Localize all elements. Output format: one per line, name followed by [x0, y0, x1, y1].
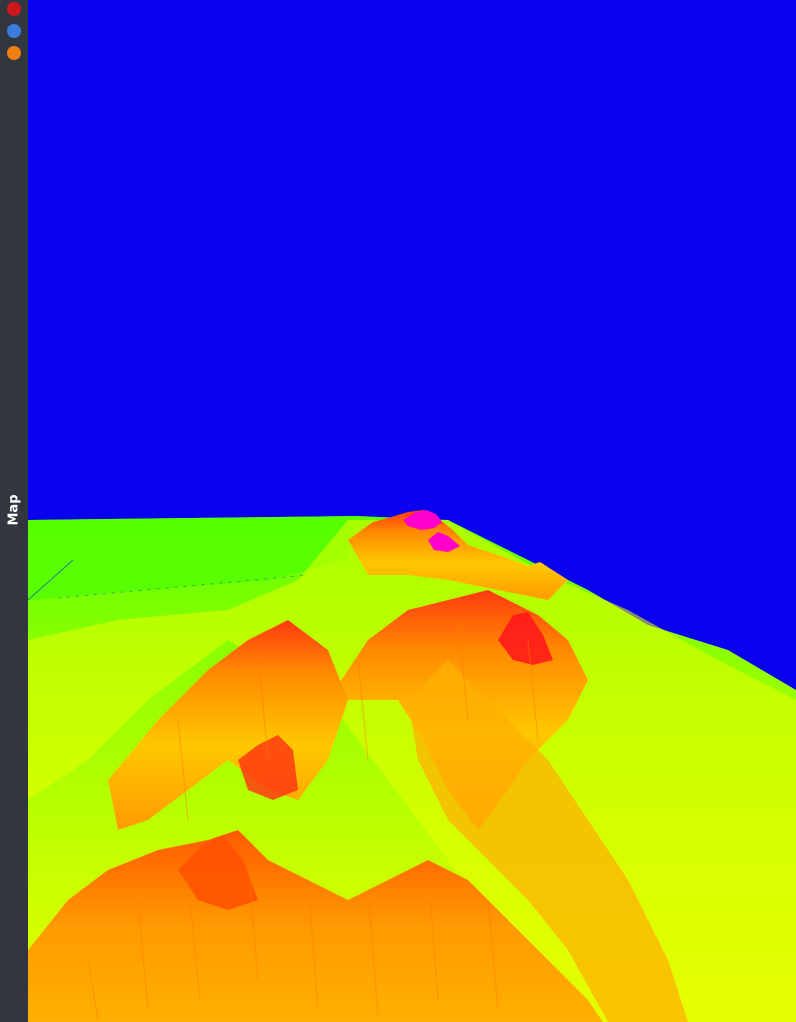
blue-dot-button[interactable]: [7, 24, 21, 38]
left-peak: [238, 735, 298, 800]
foreground-massif: [28, 830, 603, 1022]
right-foothills: [408, 660, 688, 1022]
plain-line: [28, 559, 74, 601]
back-ridge: [348, 510, 568, 600]
orange-dot-button[interactable]: [7, 46, 21, 60]
terrain-render[interactable]: [28, 0, 796, 1022]
central-peak: [498, 612, 553, 665]
plain-line-2: [57, 574, 309, 599]
red-dot-button[interactable]: [7, 2, 21, 16]
horizon-flat: [28, 516, 358, 600]
foreground-peak: [178, 835, 258, 910]
sidebar: Map: [0, 0, 28, 1022]
terrain-texture: [87, 619, 539, 1021]
map-tab[interactable]: Map: [6, 494, 22, 526]
summit: [403, 510, 442, 530]
terrain-viewport[interactable]: [28, 0, 796, 1022]
summit-2: [428, 532, 460, 552]
